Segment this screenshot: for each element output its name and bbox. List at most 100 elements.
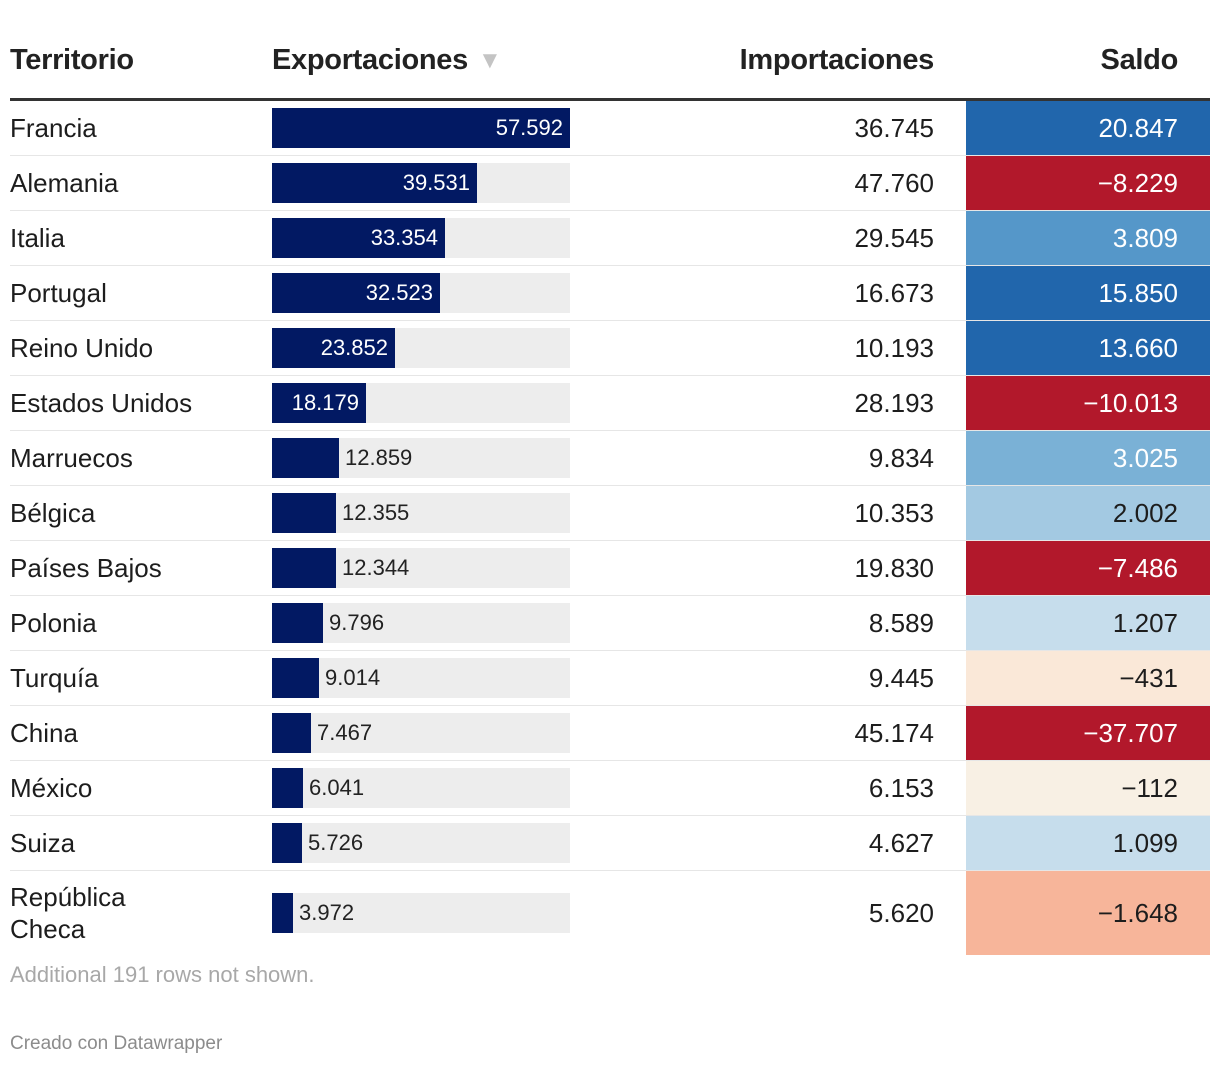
export-bar <box>272 548 336 588</box>
territorio-cell: Reino Unido <box>10 333 154 363</box>
export-value-label: 7.467 <box>317 720 373 745</box>
export-bar-track: 9.796 <box>272 603 570 643</box>
export-bar-track: 12.344 <box>272 548 570 588</box>
export-bar <box>272 108 570 148</box>
territorio-cell-lines: República Checa <box>10 881 126 945</box>
territorio-cell: China <box>10 718 78 748</box>
export-bar <box>272 823 302 863</box>
export-bar <box>272 493 336 533</box>
table-row: República Checa 3.972 5.620 −1.648 <box>10 871 1210 955</box>
territorio-cell: República Checa <box>10 871 250 955</box>
table-row: Suiza 5.726 4.627 1.099 <box>10 816 1210 871</box>
importaciones-cell: 47.760 <box>854 167 934 198</box>
export-bar-track: 9.014 <box>272 658 570 698</box>
saldo-cell: 2.002 <box>966 486 1210 540</box>
export-bar-track: 12.859 <box>272 438 570 478</box>
column-header-exportaciones[interactable]: Exportaciones ▼ <box>272 44 502 77</box>
table-row: Portugal 32.523 16.673 15.850 <box>10 266 1210 321</box>
export-bar <box>272 893 293 933</box>
territorio-cell: Suiza <box>10 828 76 858</box>
export-bar <box>272 768 303 808</box>
column-header-importaciones[interactable]: Importaciones <box>739 44 935 76</box>
saldo-cell: −10.013 <box>966 376 1210 430</box>
export-value-label: 33.354 <box>370 225 438 250</box>
export-bar-track: 3.972 <box>272 893 570 933</box>
territorio-cell: México <box>10 773 93 803</box>
saldo-cell: 1.099 <box>966 816 1210 870</box>
saldo-cell: 13.660 <box>966 321 1210 375</box>
export-bar <box>272 603 323 643</box>
export-bar <box>272 218 445 258</box>
table-row: Francia 57.592 36.745 20.847 <box>10 101 1210 156</box>
importaciones-cell: 9.834 <box>868 442 934 473</box>
saldo-cell: 15.850 <box>966 266 1210 320</box>
importaciones-cell: 28.193 <box>854 387 934 418</box>
rows-not-shown-note: Additional 191 rows not shown. <box>10 962 315 987</box>
saldo-cell: −37.707 <box>966 706 1210 760</box>
territorio-cell: Estados Unidos <box>10 388 193 418</box>
saldo-cell: 3.025 <box>966 431 1210 485</box>
table-row: Marruecos 12.859 9.834 3.025 <box>10 431 1210 486</box>
importaciones-cell: 5.620 <box>868 897 934 928</box>
export-value-label: 23.852 <box>320 335 388 360</box>
saldo-cell: −112 <box>966 761 1210 815</box>
export-value-label: 9.796 <box>329 610 385 635</box>
table-row: China 7.467 45.174 −37.707 <box>10 706 1210 761</box>
export-bar-track: 33.354 <box>272 218 570 258</box>
saldo-cell: −431 <box>966 651 1210 705</box>
importaciones-cell: 10.193 <box>854 332 934 363</box>
column-header-saldo[interactable]: Saldo <box>1100 44 1179 76</box>
territorio-cell: Marruecos <box>10 443 133 473</box>
table-row: Polonia 9.796 8.589 1.207 <box>10 596 1210 651</box>
importaciones-cell: 36.745 <box>854 112 934 143</box>
export-bar-track: 39.531 <box>272 163 570 203</box>
territorio-cell: Francia <box>10 113 97 143</box>
importaciones-cell: 16.673 <box>854 277 934 308</box>
export-value-label: 39.531 <box>402 170 470 195</box>
saldo-cell: −7.486 <box>966 541 1210 595</box>
table-row: México 6.041 6.153 −112 <box>10 761 1210 816</box>
importaciones-cell: 29.545 <box>854 222 934 253</box>
table-row: Bélgica 12.355 10.353 2.002 <box>10 486 1210 541</box>
importaciones-cell: 8.589 <box>868 607 934 638</box>
territorio-line: Checa <box>10 914 86 944</box>
territorio-line: República <box>10 882 126 912</box>
saldo-cell: 20.847 <box>966 101 1210 155</box>
export-bar-track: 23.852 <box>272 328 570 368</box>
export-bar <box>272 658 319 698</box>
export-bar <box>272 328 395 368</box>
export-value-label: 57.592 <box>495 115 563 140</box>
territorio-cell: Polonia <box>10 608 97 638</box>
saldo-cell: 3.809 <box>966 211 1210 265</box>
export-value-label: 9.014 <box>325 665 381 690</box>
territorio-cell: Portugal <box>10 278 107 308</box>
table-row: Países Bajos 12.344 19.830 −7.486 <box>10 541 1210 596</box>
export-value-label: 12.344 <box>342 555 410 580</box>
export-value-label: 3.972 <box>299 900 355 925</box>
export-bar <box>272 273 440 313</box>
territorio-cell: Alemania <box>10 168 119 198</box>
export-bar-track: 6.041 <box>272 768 570 808</box>
territorio-cell: Italia <box>10 223 65 253</box>
column-header-territorio[interactable]: Territorio <box>10 44 134 76</box>
table-row: Italia 33.354 29.545 3.809 <box>10 211 1210 266</box>
saldo-cell: −1.648 <box>966 871 1210 955</box>
export-bar-track: 32.523 <box>272 273 570 313</box>
data-table: Territorio Exportaciones ▼ Importaciones … <box>10 0 1210 955</box>
export-bar <box>272 713 311 753</box>
export-bar-track: 7.467 <box>272 713 570 753</box>
export-bar-track: 12.355 <box>272 493 570 533</box>
importaciones-cell: 10.353 <box>854 497 934 528</box>
datawrapper-credit-link[interactable]: Creado con Datawrapper <box>10 1033 223 1054</box>
importaciones-cell: 9.445 <box>868 662 934 693</box>
sort-descending-icon[interactable]: ▼ <box>477 47 502 74</box>
export-value-label: 12.355 <box>342 500 410 525</box>
export-bar-track: 5.726 <box>272 823 570 863</box>
export-bar-track: 57.592 <box>272 108 570 148</box>
table-row: Alemania 39.531 47.760 −8.229 <box>10 156 1210 211</box>
table-header: Territorio Exportaciones ▼ Importaciones … <box>10 0 1210 101</box>
export-bar <box>272 438 339 478</box>
column-header-exportaciones-label: Exportaciones <box>272 44 468 76</box>
table-row: Turquía 9.014 9.445 −431 <box>10 651 1210 706</box>
export-bar-track: 18.179 <box>272 383 570 423</box>
